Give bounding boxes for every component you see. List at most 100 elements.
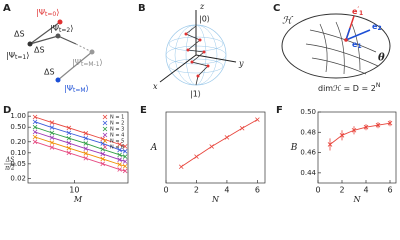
marker: [83, 155, 89, 161]
page: A |Ψt=0⟩ |Ψt=1⟩ |Ψt=2⟩ |Ψt=M-1⟩ |Ψt=M⟩ Δ…: [3, 2, 397, 204]
y-tick-label: 0.46: [300, 149, 316, 157]
marker: [239, 125, 245, 131]
sub: t=2: [59, 27, 70, 34]
legend-label: N = 3: [110, 127, 124, 133]
marker-stroke: [83, 151, 89, 156]
x-axis-label: N: [353, 195, 362, 204]
psi: |Ψ: [36, 8, 45, 17]
marker-stroke: [66, 125, 72, 131]
sup: ′: [357, 6, 359, 13]
panel-label: E: [140, 105, 147, 116]
marker: [32, 114, 38, 120]
marker-stroke: [117, 152, 122, 158]
psi: |Ψ: [64, 84, 73, 93]
marker: [363, 124, 369, 130]
marker-stroke: [122, 144, 128, 149]
marker-stroke: [102, 120, 108, 126]
marker-stroke: [351, 127, 357, 133]
step: ΔS: [44, 68, 55, 77]
marker-stroke: [100, 161, 106, 167]
marker: [327, 142, 333, 147]
marker: [122, 149, 128, 154]
marker: [66, 150, 72, 156]
legend-label: N = 4: [110, 133, 124, 139]
y-tick-label: 0.50: [10, 123, 26, 131]
ket: ⟩: [86, 84, 89, 93]
vector: [345, 27, 351, 41]
marker: [102, 120, 108, 126]
marker: [83, 151, 89, 156]
marker: [49, 125, 55, 130]
marker: [117, 152, 122, 158]
marker: [375, 122, 381, 128]
marker-stroke: [83, 131, 89, 136]
x-axis-label: N: [211, 195, 220, 204]
legend-label: N = 5: [110, 139, 124, 145]
line: [180, 119, 258, 168]
marker-stroke: [49, 120, 55, 125]
state: |Ψt=M⟩: [64, 84, 89, 94]
sub: 1: [357, 43, 361, 50]
marker: [102, 126, 108, 132]
axis-label: z: [199, 2, 205, 11]
dimension: dimℋ = D = 2N: [318, 82, 380, 93]
marker: [117, 162, 122, 167]
axis-label: x: [153, 82, 158, 91]
ket: ⟩: [100, 58, 103, 67]
sub: t=1: [15, 54, 26, 61]
marker: [83, 146, 89, 151]
marker: [117, 157, 122, 162]
marker-stroke: [83, 155, 89, 161]
marker-stroke: [255, 117, 260, 122]
marker-stroke: [117, 147, 122, 153]
psi: |Ψ: [72, 58, 81, 67]
point: [27, 41, 33, 47]
marker: [100, 151, 106, 157]
x-tick-label: 6: [387, 186, 392, 195]
sub: t=0: [45, 11, 56, 18]
marker: [178, 164, 184, 170]
marker: [351, 127, 357, 133]
vector: [345, 29, 371, 41]
legend-label: N = 1: [110, 115, 124, 121]
panel-a: A |Ψt=0⟩ |Ψt=1⟩ |Ψt=2⟩ |Ψt=M-1⟩ |Ψt=M⟩ Δ…: [3, 3, 103, 94]
y-tick-label: 1.00: [10, 112, 26, 120]
panel-label: B: [138, 3, 146, 14]
panel-label: F: [276, 105, 283, 116]
marker: [102, 144, 108, 150]
marker-stroke: [239, 125, 245, 131]
marker-stroke: [32, 129, 38, 135]
sub: 1: [359, 10, 363, 17]
marker: [66, 140, 72, 146]
marker-stroke: [209, 144, 214, 149]
marker-stroke: [387, 120, 393, 126]
x-tick-label: 2: [339, 186, 344, 195]
x-tick-label: 2: [194, 186, 199, 195]
y-tick-label: 0.10: [10, 149, 26, 157]
marker: [209, 144, 214, 149]
legend-label: N = 2: [110, 121, 124, 127]
base: e: [352, 40, 358, 49]
marker-stroke: [102, 114, 108, 120]
marker: [49, 135, 55, 140]
marker: [49, 145, 55, 150]
marker: [32, 129, 38, 135]
marker-stroke: [117, 157, 122, 162]
sub: t=M-1: [81, 61, 100, 68]
marker: [102, 138, 108, 144]
figure: A |Ψt=0⟩ |Ψt=1⟩ |Ψt=2⟩ |Ψt=M-1⟩ |Ψt=M⟩ Δ…: [3, 2, 397, 204]
marker-stroke: [49, 140, 55, 145]
y-tick-label: 0.02: [10, 174, 26, 182]
ket: ⟩: [56, 8, 59, 17]
vector-label: e2: [372, 22, 382, 32]
vector-label: e′1: [352, 6, 363, 17]
marker: [194, 154, 199, 159]
point: [55, 77, 61, 83]
marker-stroke: [83, 146, 89, 151]
marker-stroke: [49, 135, 55, 140]
marker: [66, 135, 72, 141]
marker-stroke: [102, 126, 108, 132]
y-tick-label: 0.44: [300, 169, 316, 177]
state: |Ψt=1⟩: [6, 51, 29, 61]
marker-stroke: [122, 163, 128, 169]
